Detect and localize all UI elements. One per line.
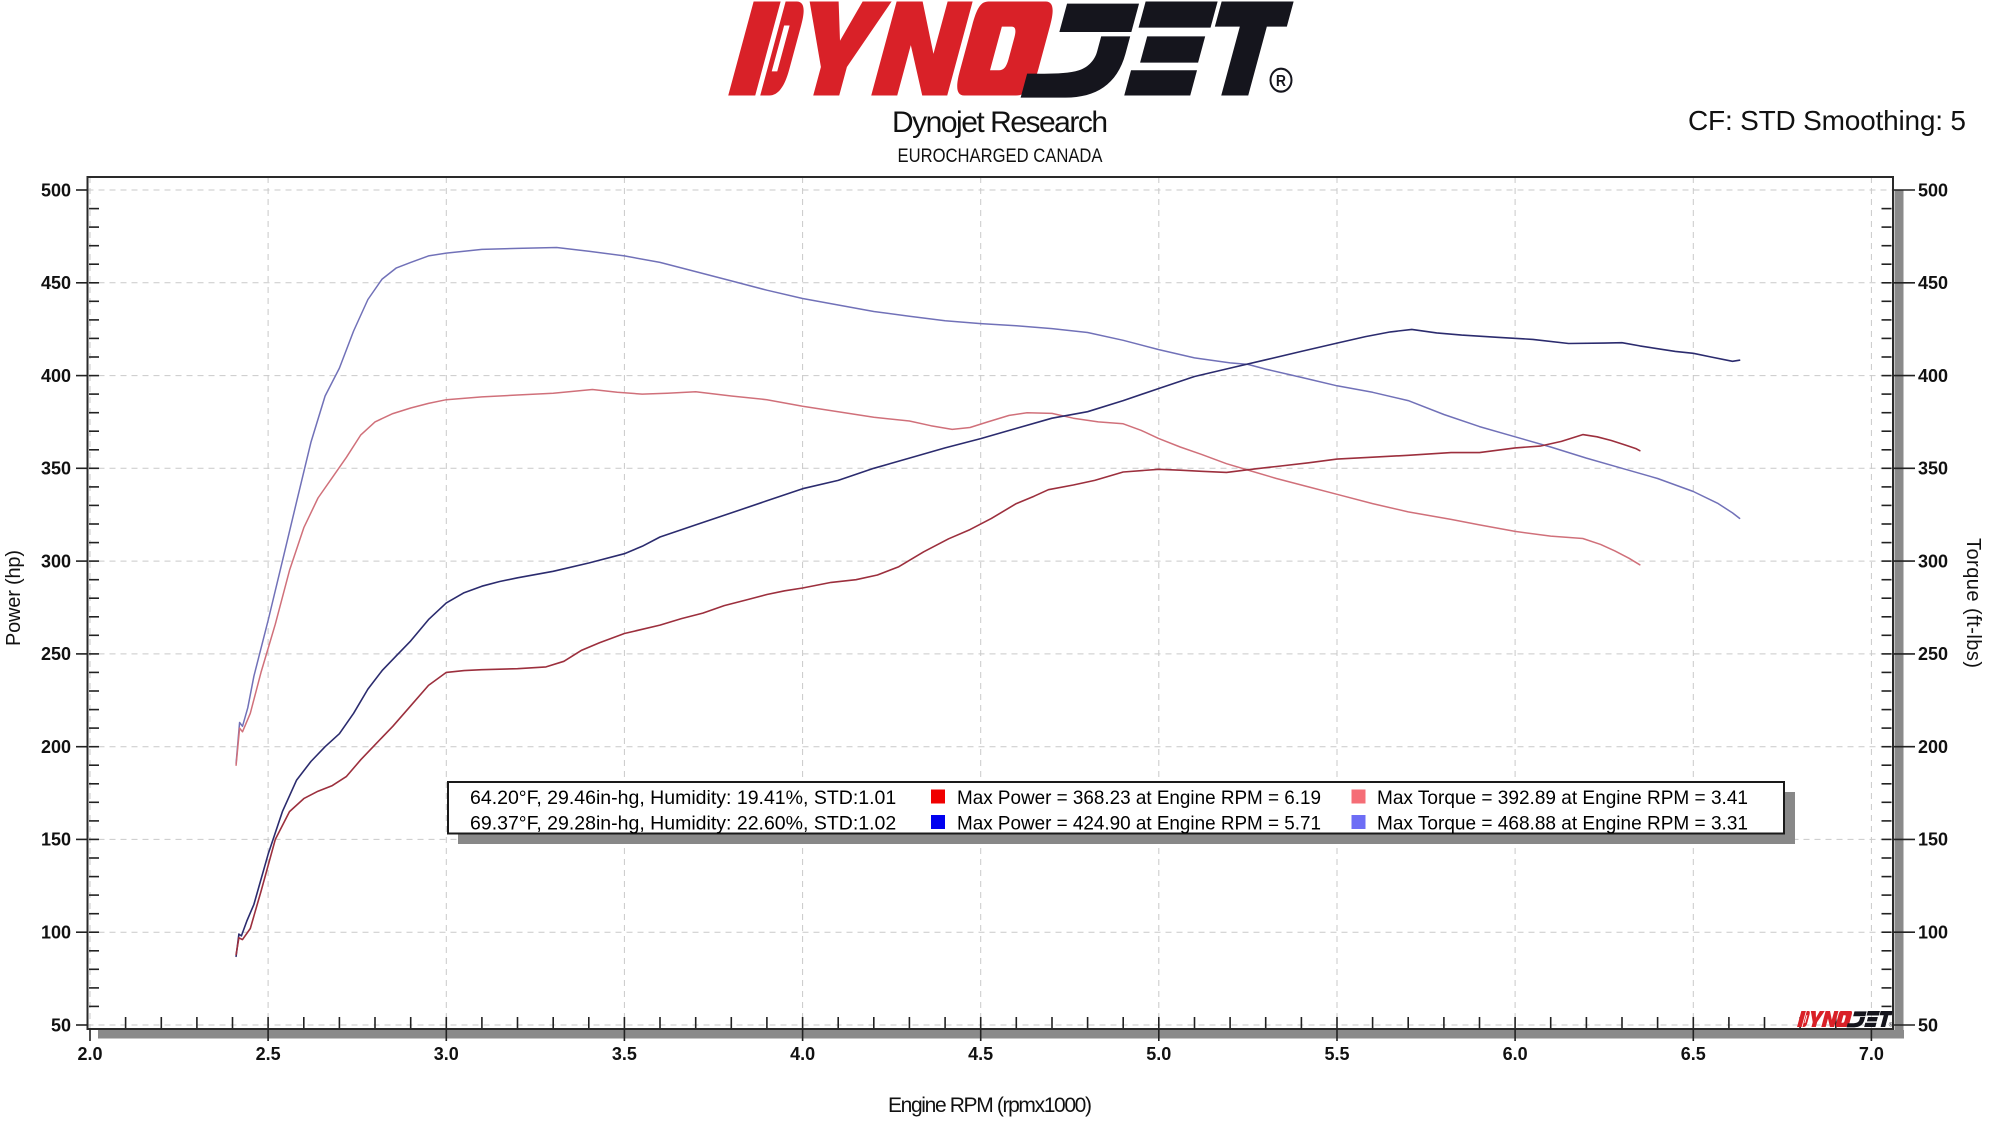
svg-text:Torque (ft-lbs): Torque (ft-lbs) — [1962, 538, 1984, 668]
svg-text:Power (hp): Power (hp) — [3, 550, 25, 646]
svg-text:250: 250 — [1918, 644, 1948, 664]
svg-text:2.5: 2.5 — [256, 1044, 281, 1064]
svg-text:50: 50 — [1918, 1015, 1938, 1035]
svg-text:2.0: 2.0 — [77, 1044, 102, 1064]
svg-text:400: 400 — [1918, 366, 1948, 386]
svg-text:100: 100 — [1918, 923, 1948, 943]
svg-text:4.0: 4.0 — [790, 1044, 815, 1064]
svg-text:200: 200 — [41, 737, 71, 757]
svg-text:450: 450 — [1918, 273, 1948, 293]
svg-text:Max Power = 424.90 at Engine: Max Power = 424.90 at Engine RPM = 5.71 — [957, 813, 1321, 835]
svg-text:400: 400 — [41, 366, 71, 386]
svg-text:EUROCHARGED CANADA: EUROCHARGED CANADA — [898, 146, 1103, 167]
svg-text:64.20°F, 29.46in-hg, Humidity:: 64.20°F, 29.46in-hg, Humidity: 19.41%, S… — [470, 787, 896, 809]
svg-text:6.5: 6.5 — [1681, 1044, 1706, 1064]
svg-text:3.0: 3.0 — [434, 1044, 459, 1064]
svg-text:7.0: 7.0 — [1859, 1044, 1884, 1064]
svg-text:150: 150 — [1918, 830, 1948, 850]
svg-text:300: 300 — [1918, 551, 1948, 571]
svg-text:Engine RPM (rpmx1000): Engine RPM (rpmx1000) — [888, 1094, 1092, 1117]
svg-text:Max Power = 368.23 at Engine: Max Power = 368.23 at Engine RPM = 6.19 — [957, 787, 1321, 809]
svg-text:Max Torque = 392.89 at Engin: Max Torque = 392.89 at Engine RPM = 3.41 — [1377, 787, 1748, 809]
svg-text:Dynojet Research: Dynojet Research — [892, 106, 1108, 139]
svg-text:3.5: 3.5 — [612, 1044, 637, 1064]
svg-text:300: 300 — [41, 551, 71, 571]
svg-text:5.0: 5.0 — [1146, 1044, 1171, 1064]
svg-text:6.0: 6.0 — [1503, 1044, 1528, 1064]
svg-text:R: R — [1276, 74, 1287, 91]
svg-text:Max Torque = 468.88 at Engin: Max Torque = 468.88 at Engine RPM = 3.31 — [1377, 813, 1748, 835]
svg-text:200: 200 — [1918, 737, 1948, 757]
svg-text:4.5: 4.5 — [968, 1044, 993, 1064]
svg-text:5.5: 5.5 — [1324, 1044, 1349, 1064]
svg-text:350: 350 — [1918, 459, 1948, 479]
svg-text:150: 150 — [41, 830, 71, 850]
svg-text:CF: STD Smoothing: 5: CF: STD Smoothing: 5 — [1688, 105, 1966, 136]
svg-text:500: 500 — [1918, 180, 1948, 200]
svg-text:50: 50 — [51, 1015, 71, 1035]
svg-text:100: 100 — [41, 923, 71, 943]
svg-text:350: 350 — [41, 459, 71, 479]
svg-text:500: 500 — [41, 180, 71, 200]
svg-text:450: 450 — [41, 273, 71, 293]
svg-text:250: 250 — [41, 644, 71, 664]
svg-text:69.37°F, 29.28in-hg, Humidity:: 69.37°F, 29.28in-hg, Humidity: 22.60%, S… — [470, 813, 896, 835]
